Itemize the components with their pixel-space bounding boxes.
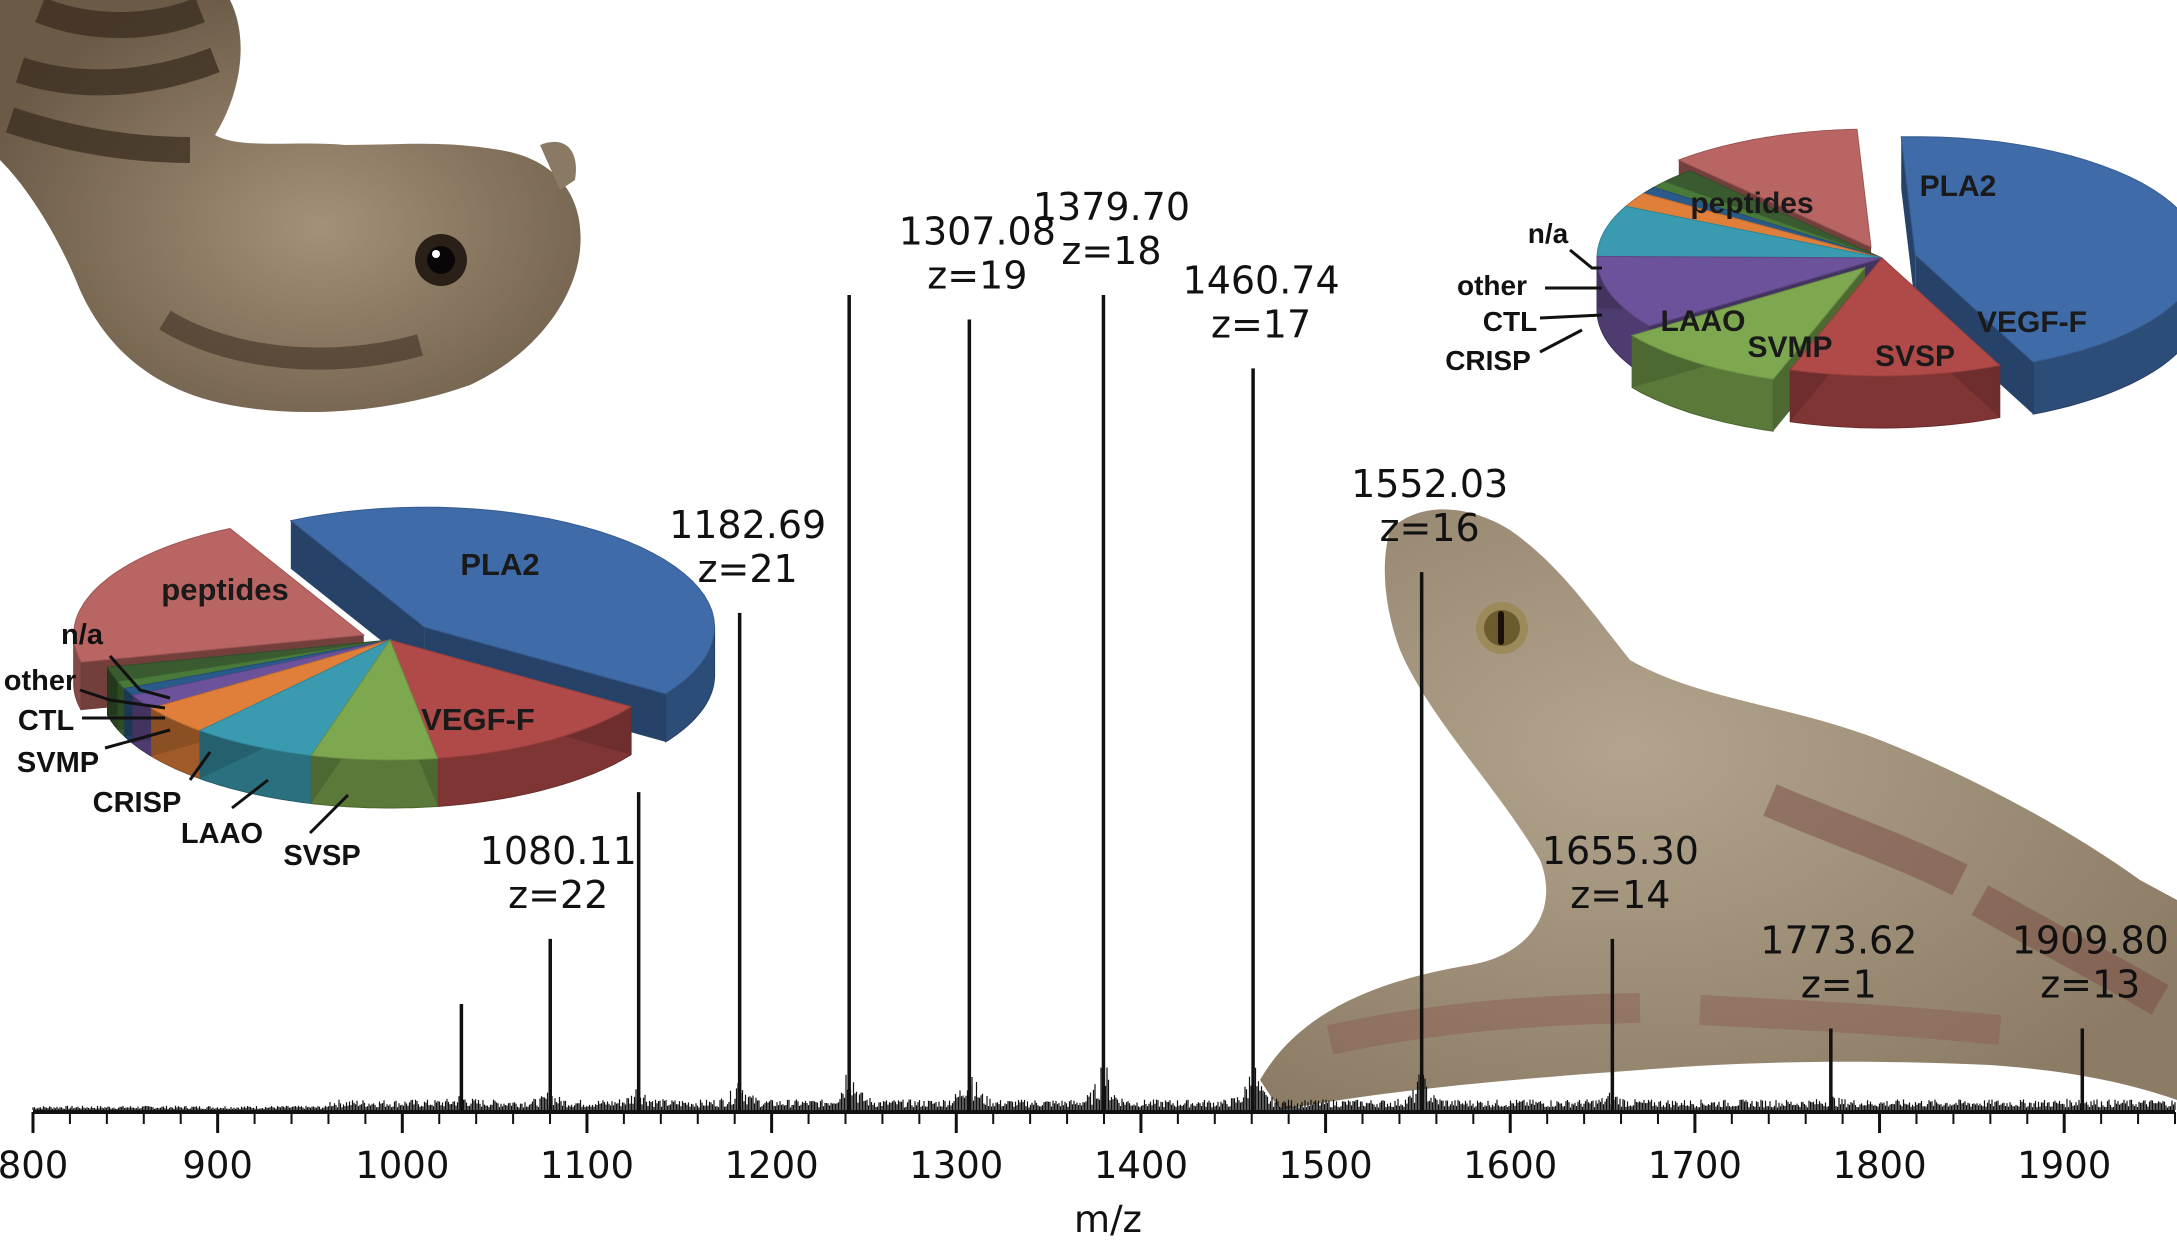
x-tick-label: 1400 (1094, 1144, 1188, 1187)
peak-mz-label: 1182.69 (669, 503, 826, 547)
spectrum-trace (32, 1067, 2176, 1110)
x-axis-title: m/z (1074, 1198, 1142, 1241)
pie-leader-line (1539, 328, 1583, 354)
pie-label: SVMP (1747, 331, 1832, 364)
pie-label: peptides (161, 572, 288, 607)
peak-mz-label: 1773.62 (1760, 919, 1917, 963)
peak-mz-label: 1909.80 (2012, 919, 2169, 963)
pie-leader-line (104, 728, 171, 750)
peak-charge-label: z=17 (1211, 302, 1311, 346)
pie-label: PLA2 (1920, 170, 1997, 203)
x-axis-ticks: 800 900 1000 1100 1200 1300 1400 1500 1600 1700 18… (0, 1112, 2176, 1187)
peak-mz-label: 1552.03 (1351, 462, 1508, 506)
x-tick-label: 1500 (1279, 1144, 1373, 1187)
x-tick-label: 800 (0, 1144, 68, 1187)
pie-label: CRISP (93, 787, 182, 819)
peak-charge-label: z=14 (1570, 873, 1670, 917)
viper-head-photo (0, 0, 581, 413)
peak-mz-label: 1460.74 (1183, 258, 1340, 302)
peak-lines (459, 295, 2085, 1110)
pie-leader-line (1569, 248, 1602, 270)
viper-coiled-photo (1260, 509, 2177, 1111)
pie-leader-line (1539, 313, 1603, 320)
x-tick-label: 1800 (1832, 1144, 1926, 1187)
peak-labels: 1080.11z=22 1182.69z=21 1307.08z=191379.70… (480, 185, 2169, 1007)
pie-label: CRISP (1445, 345, 1531, 376)
pie-label: n/a (1528, 218, 1569, 249)
peak-mz-label: 1307.08 (899, 209, 1056, 253)
x-tick-label: 1300 (909, 1144, 1003, 1187)
x-tick-label: 900 (182, 1144, 253, 1187)
x-tick-label: 1100 (540, 1144, 634, 1187)
peak-mz-label: 1379.70 (1033, 185, 1190, 229)
peak-charge-label: z=22 (508, 873, 608, 917)
peak-charge-label: z=19 (927, 253, 1027, 297)
x-tick-label: 1900 (2017, 1144, 2111, 1187)
pie-leader-line (188, 751, 212, 781)
pie-leader-line (231, 778, 269, 810)
pie-slice-vegf-f (1789, 257, 2001, 429)
pie-label: PLA2 (460, 547, 539, 582)
pie-label: SVMP (17, 747, 99, 779)
pie-label: other (1457, 270, 1527, 301)
pie-leader-line (108, 655, 171, 700)
pie-slice-pla2 (1900, 136, 2177, 415)
pie-leader-line (79, 688, 166, 710)
peak-charge-label: z=16 (1380, 506, 1480, 550)
peak-charge-label: z=18 (1061, 229, 1161, 273)
pie-label: other (4, 665, 77, 697)
pie-label: LAAO (181, 818, 263, 850)
pie-label: VEGF-F (421, 702, 535, 737)
x-tick-label: 1200 (725, 1144, 819, 1187)
pie-label: n/a (61, 619, 104, 651)
pie-label: SVSP (1875, 340, 1955, 373)
pie-leader-line (308, 793, 350, 835)
pie-label: CTL (1483, 306, 1537, 337)
x-tick-label: 1700 (1648, 1144, 1742, 1187)
pie-label: LAAO (1661, 305, 1746, 338)
pie-label: peptides (1690, 187, 1813, 220)
x-tick-label: 1600 (1463, 1144, 1557, 1187)
pie-label: CTL (18, 705, 74, 737)
pie-slice-svsp (310, 638, 439, 809)
peak-charge-label: z=13 (2040, 963, 2140, 1007)
peak-charge-label: z=1 (1801, 963, 1877, 1007)
spectrum-noise (32, 1067, 2176, 1110)
peak-mz-label: 1080.11 (480, 829, 637, 873)
pie-label: SVSP (283, 840, 360, 872)
peak-mz-label: 1655.30 (1542, 829, 1699, 873)
x-tick-label: 1000 (355, 1144, 449, 1187)
pie-label: VEGF-F (1977, 306, 2087, 339)
peak-charge-label: z=21 (698, 547, 798, 591)
